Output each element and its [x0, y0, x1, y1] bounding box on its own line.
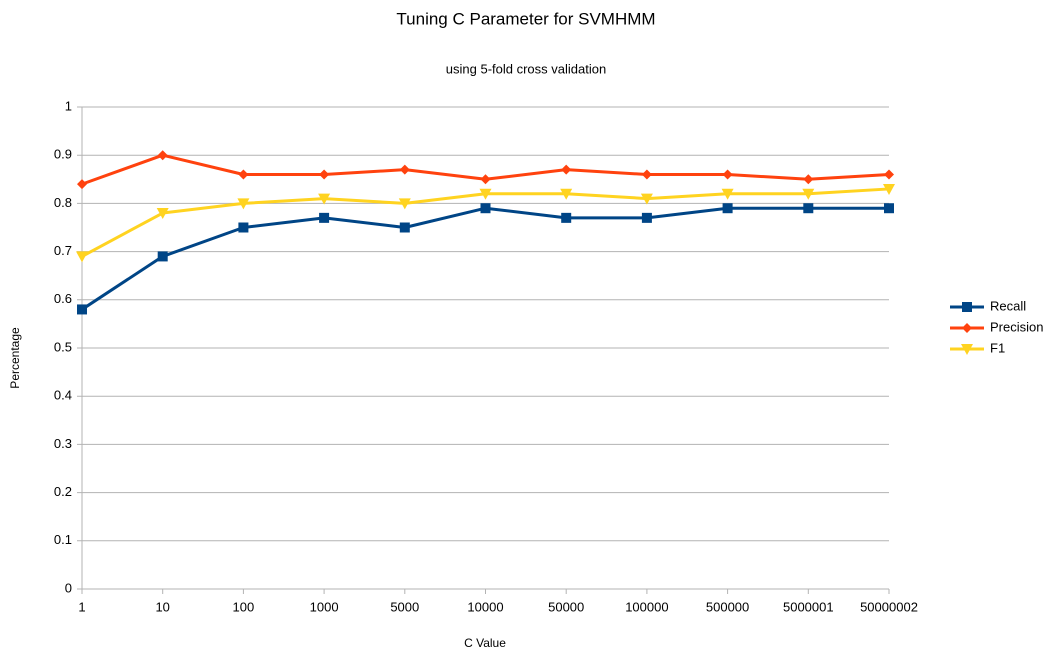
- marker: [640, 193, 653, 205]
- y-tick-label: 0.5: [54, 339, 72, 354]
- x-tick-label: 500000: [706, 599, 749, 614]
- marker: [561, 164, 572, 175]
- y-tick-label: 0.4: [54, 388, 72, 403]
- marker: [722, 203, 733, 214]
- marker: [479, 188, 492, 200]
- marker: [319, 212, 330, 223]
- marker: [238, 169, 249, 180]
- marker: [884, 169, 894, 180]
- marker: [319, 169, 330, 180]
- marker: [641, 212, 652, 223]
- x-axis-label: C Value: [464, 636, 506, 650]
- marker: [560, 188, 573, 200]
- marker: [157, 150, 168, 161]
- y-tick-label: 0.8: [54, 195, 72, 210]
- marker: [480, 174, 491, 185]
- x-tick-label: 100000: [625, 599, 668, 614]
- marker: [721, 188, 734, 200]
- x-tick-label: 50000002: [860, 599, 918, 614]
- y-tick-label: 0.2: [54, 484, 72, 499]
- series-line: [81, 206, 889, 311]
- x-tick-label: 10000: [467, 599, 503, 614]
- y-tick-label: 0.3: [54, 436, 72, 451]
- x-tick-label: 5000: [390, 599, 419, 614]
- x-tick-label: 50000: [548, 599, 584, 614]
- marker: [803, 203, 814, 214]
- legend-marker: [962, 302, 972, 312]
- marker: [480, 203, 491, 214]
- chart-subtitle: using 5-fold cross validation: [446, 61, 606, 76]
- marker: [883, 183, 895, 195]
- y-tick-label: 1: [65, 98, 72, 113]
- marker: [399, 222, 410, 233]
- y-tick-label: 0: [65, 580, 72, 595]
- marker: [803, 174, 814, 185]
- marker: [76, 251, 88, 263]
- x-tick-label: 1000: [310, 599, 339, 614]
- x-tick-label: 100: [233, 599, 255, 614]
- legend-marker: [962, 323, 972, 333]
- marker: [641, 169, 652, 180]
- marker: [561, 212, 572, 223]
- marker: [157, 251, 168, 262]
- marker: [237, 198, 250, 210]
- x-tick-label: 1: [78, 599, 85, 614]
- marker: [156, 208, 169, 220]
- legend-marker: [961, 344, 973, 355]
- legend-label: Recall: [990, 298, 1026, 313]
- legend-label: Precision: [990, 319, 1043, 334]
- legend-label: F1: [990, 340, 1005, 355]
- y-axis-label: Percentage: [8, 327, 22, 389]
- marker: [318, 193, 331, 205]
- y-tick-label: 0.1: [54, 532, 72, 547]
- marker: [884, 203, 894, 214]
- marker: [722, 169, 733, 180]
- marker: [399, 164, 410, 175]
- chart-title: Tuning C Parameter for SVMHMM: [396, 9, 655, 28]
- marker: [77, 179, 87, 190]
- marker: [802, 188, 815, 200]
- x-tick-label: 10: [155, 599, 169, 614]
- x-tick-label: 5000001: [783, 599, 834, 614]
- marker: [398, 198, 411, 210]
- y-tick-label: 0.7: [54, 243, 72, 258]
- marker: [77, 304, 87, 315]
- y-tick-label: 0.9: [54, 147, 72, 162]
- y-tick-label: 0.6: [54, 291, 72, 306]
- marker: [238, 222, 249, 233]
